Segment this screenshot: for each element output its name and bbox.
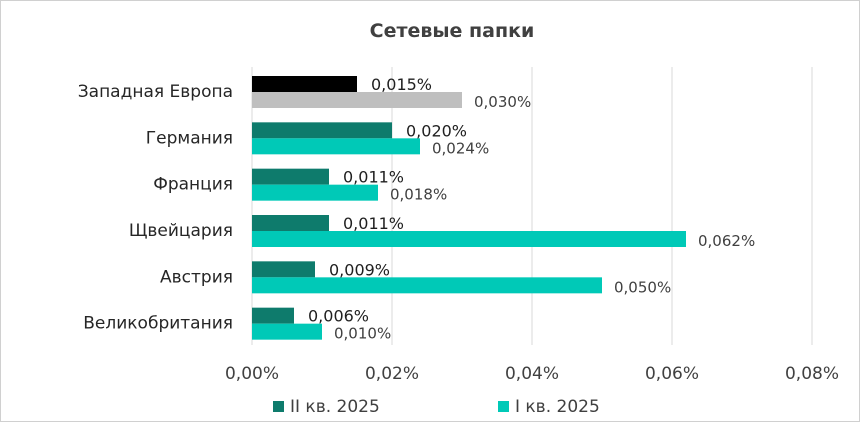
bar-series-1 (252, 307, 294, 324)
data-labels: 0,015%0,030%0,020%0,024%0,011%0,018%0,01… (308, 75, 755, 343)
bar-series-1 (252, 215, 329, 231)
bar-series-2 (252, 138, 420, 155)
data-label-series-1: 0,011% (343, 168, 404, 187)
x-tick-label: 0,00% (225, 364, 279, 384)
category-label: Австрия (160, 267, 233, 287)
legend: II кв. 2025 I кв. 2025 (273, 397, 600, 417)
x-tick-label: 0,02% (365, 364, 419, 384)
category-label: Германия (146, 128, 233, 148)
bar-series-2 (252, 184, 378, 201)
bar-series-2 (252, 323, 322, 340)
data-label-series-2: 0,018% (390, 186, 447, 204)
legend-label: I кв. 2025 (515, 397, 600, 417)
legend-swatch (273, 401, 284, 412)
bar-series-1 (252, 261, 315, 278)
x-tick-label: 0,04% (505, 364, 559, 384)
data-label-series-1: 0,009% (329, 260, 390, 279)
chart-title: Сетевые папки (370, 20, 535, 42)
x-tick-label: 0,08% (785, 364, 839, 384)
data-label-series-1: 0,015% (371, 75, 432, 94)
bar-series-2 (252, 277, 602, 294)
x-tick-label: 0,06% (645, 364, 699, 384)
gridlines (251, 67, 813, 345)
data-label-series-2: 0,010% (334, 325, 391, 343)
data-label-series-1: 0,011% (343, 214, 404, 233)
bar-series-2 (252, 231, 686, 247)
category-label: Великобритания (83, 314, 233, 334)
data-label-series-2: 0,030% (474, 93, 531, 111)
category-label: Западная Европа (78, 82, 233, 102)
category-labels: Западная Европа Германия Франция Щвейцария А… (78, 82, 233, 334)
bar-series-1 (252, 122, 392, 139)
x-axis-ticks: 0,00% 0,02% 0,04% 0,06% 0,08% (225, 364, 839, 384)
legend-label: II кв. 2025 (290, 397, 380, 417)
data-label-series-2: 0,024% (432, 139, 489, 157)
data-label-series-2: 0,062% (698, 232, 755, 250)
legend-swatch (498, 401, 509, 412)
data-label-series-1: 0,020% (406, 121, 467, 140)
bars (252, 76, 686, 340)
category-label: Щвейцария (129, 221, 233, 241)
bar-series-2 (252, 92, 462, 108)
bar-series-1 (252, 168, 329, 185)
data-label-series-1: 0,006% (308, 307, 369, 326)
data-label-series-2: 0,050% (614, 278, 671, 296)
bar-series-1 (252, 76, 357, 92)
category-label: Франция (153, 175, 233, 195)
